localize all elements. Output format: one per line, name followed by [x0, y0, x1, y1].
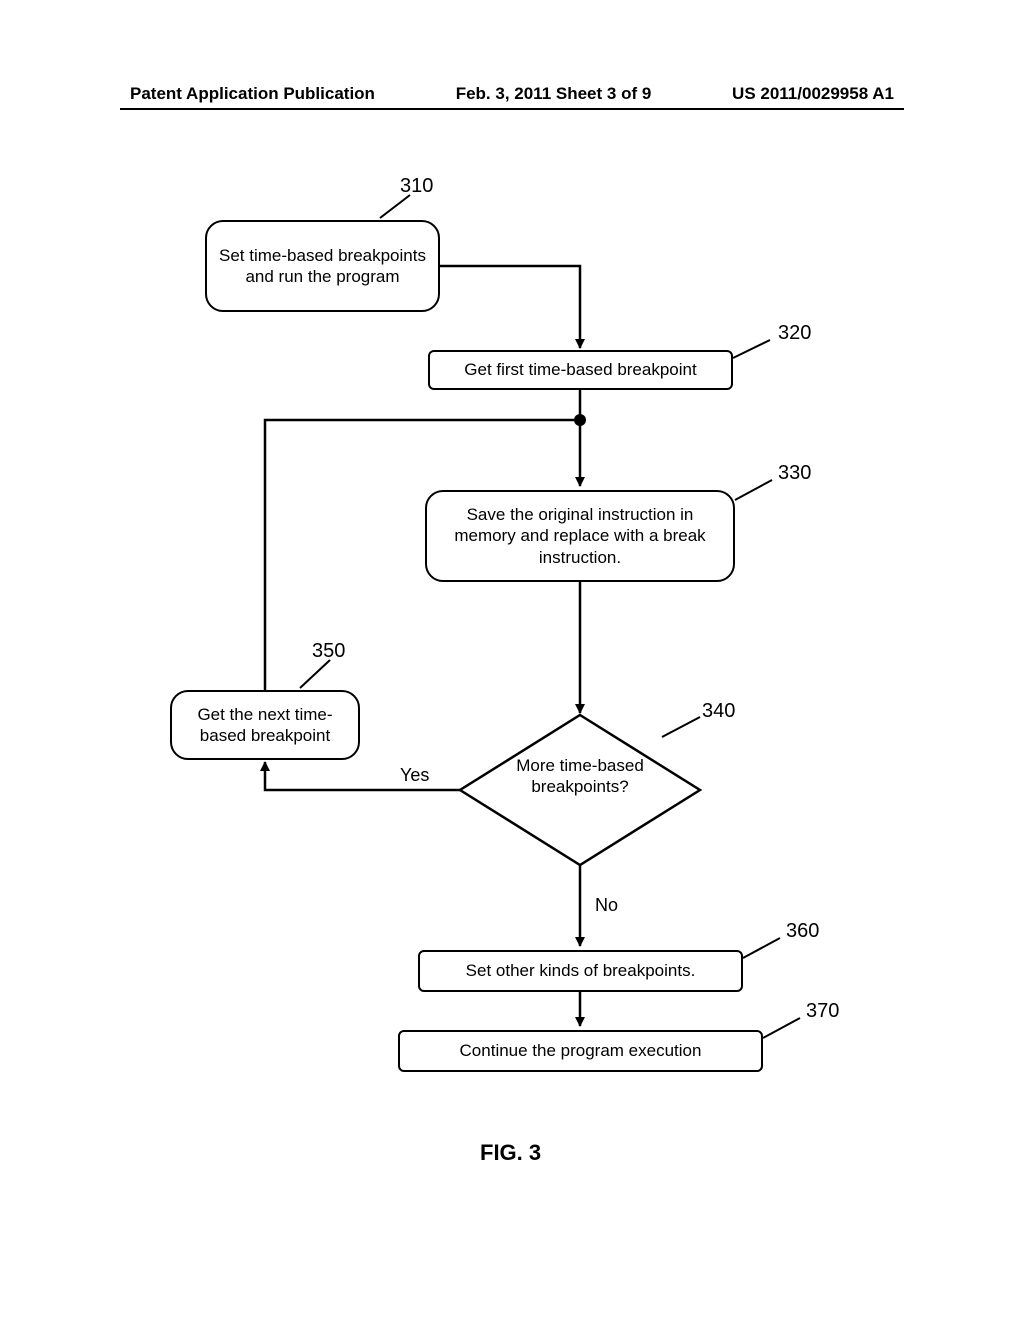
ref-370: 370 [806, 1000, 839, 1023]
node-330: Save the original instruction in memory … [425, 490, 735, 582]
node-330-text: Save the original instruction in memory … [437, 504, 723, 568]
edge-no: No [595, 895, 618, 916]
node-370: Continue the program execution [398, 1030, 763, 1072]
ref-320: 320 [778, 322, 811, 345]
ref-310: 310 [400, 175, 433, 198]
node-340-text-wrap: More time-based breakpoints? [490, 755, 670, 798]
node-360: Set other kinds of breakpoints. [418, 950, 743, 992]
node-370-text: Continue the program execution [460, 1040, 702, 1061]
ref-360: 360 [786, 920, 819, 943]
node-350: Get the next time-based breakpoint [170, 690, 360, 760]
ref-330: 330 [778, 462, 811, 485]
node-310: Set time-based breakpoints and run the p… [205, 220, 440, 312]
figure-label: FIG. 3 [480, 1140, 541, 1166]
flowchart-canvas [0, 0, 1024, 1320]
ref-350: 350 [312, 640, 345, 663]
node-320-text: Get first time-based breakpoint [464, 359, 696, 380]
node-340-text: More time-based breakpoints? [516, 756, 644, 796]
node-320: Get first time-based breakpoint [428, 350, 733, 390]
edge-yes: Yes [400, 765, 429, 786]
node-350-text: Get the next time-based breakpoint [182, 704, 348, 747]
node-360-text: Set other kinds of breakpoints. [466, 960, 696, 981]
ref-340: 340 [702, 700, 735, 723]
node-310-text: Set time-based breakpoints and run the p… [217, 245, 428, 288]
